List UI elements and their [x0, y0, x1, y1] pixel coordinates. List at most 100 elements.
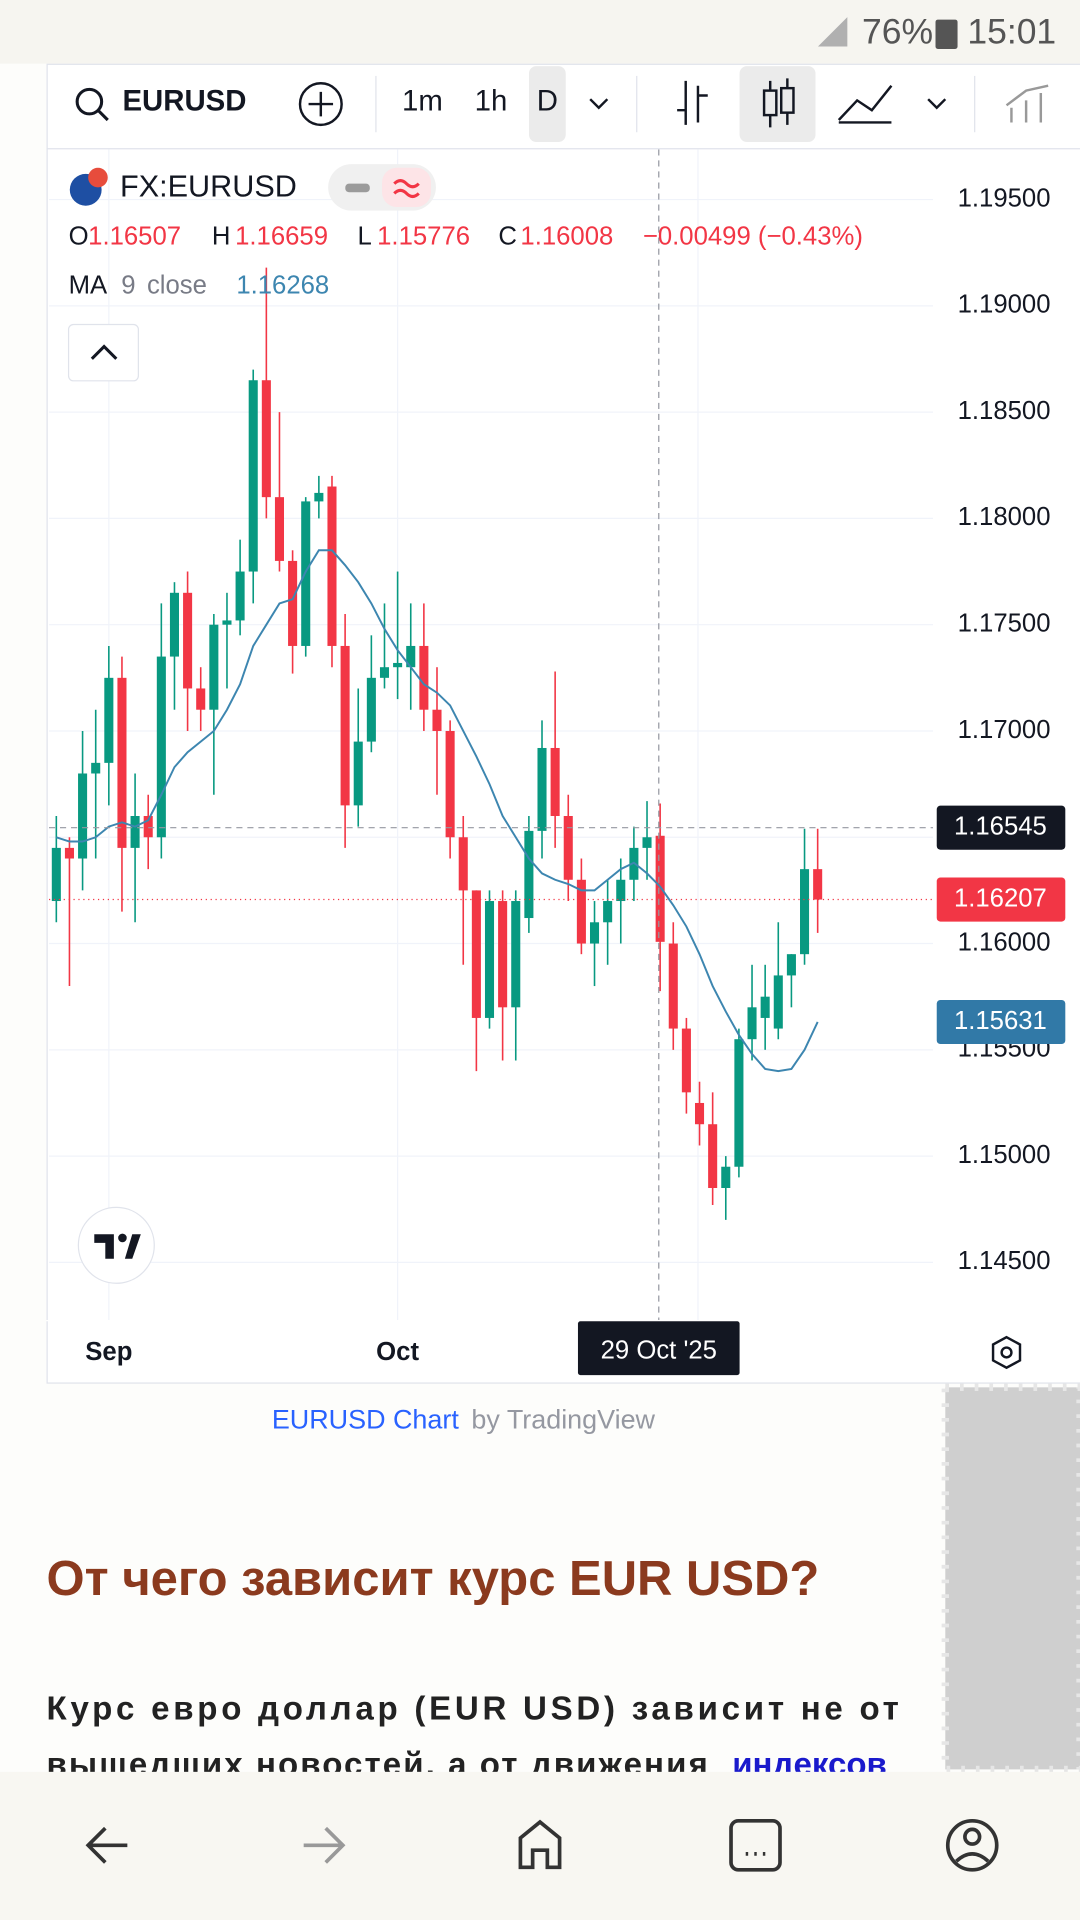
- candle-body: [603, 901, 613, 923]
- ohlc-value: 1.16659: [235, 222, 328, 250]
- candle-body: [209, 624, 219, 710]
- interval-dropdown[interactable]: [589, 98, 609, 110]
- style-dropdown[interactable]: [927, 98, 947, 110]
- ohlc-value: 1.16507: [88, 222, 181, 250]
- ohlc-key: L: [358, 222, 372, 250]
- axes: 1.145001.150001.155001.160001.165001.170…: [85, 184, 1066, 1376]
- forward-button[interactable]: [303, 1826, 346, 1864]
- candle-body: [340, 645, 350, 806]
- candle-body: [550, 747, 560, 817]
- y-tick-label: 1.15000: [958, 1141, 1051, 1169]
- candle-body: [655, 835, 665, 942]
- profile-button[interactable]: [945, 1818, 999, 1872]
- indicator-source: close: [147, 271, 207, 299]
- collapse-legend[interactable]: [67, 323, 139, 382]
- indicators-button[interactable]: [1005, 84, 1049, 123]
- article-heading: От чего зависит курс EUR USD?: [47, 1552, 820, 1606]
- symbol-search[interactable]: EURUSD: [122, 85, 246, 118]
- candle-body: [813, 869, 823, 900]
- interval-selected: [528, 66, 566, 143]
- candle-body: [130, 816, 140, 848]
- crosshair-price-tag: [936, 805, 1066, 850]
- settings-button[interactable]: [991, 1335, 1022, 1370]
- logo-mark: [94, 1234, 141, 1259]
- indicator-length: 9: [121, 271, 135, 299]
- y-tick-label: 1.18500: [958, 397, 1051, 425]
- battery-icon: [935, 19, 958, 49]
- y-tick-label: 1.19500: [958, 184, 1051, 212]
- candle-body: [694, 1102, 705, 1125]
- interval-button[interactable]: 1m: [402, 85, 443, 118]
- x-tick-label: Sep: [85, 1338, 132, 1366]
- side-pattern: [945, 1387, 1080, 1770]
- candle-body: [668, 943, 678, 1029]
- settings-icon: [1000, 1346, 1013, 1359]
- tabs-button[interactable]: [729, 1818, 782, 1872]
- tradingview-logo[interactable]: [77, 1206, 155, 1284]
- candle-body: [721, 1166, 731, 1188]
- chart-credit-link[interactable]: EURUSD Chart: [272, 1405, 460, 1435]
- compare-button[interactable]: [298, 82, 343, 127]
- candle-body: [104, 677, 114, 763]
- interval-button[interactable]: 1h: [475, 85, 508, 118]
- candle-body: [445, 730, 455, 838]
- candle-body: [511, 901, 521, 1008]
- y-tick-label: 1.19000: [958, 291, 1051, 319]
- search-icon-handle: [96, 109, 109, 122]
- candle-body: [353, 741, 363, 806]
- candle-body: [773, 975, 783, 1029]
- candle-body: [471, 890, 481, 1018]
- candle-body: [366, 677, 376, 742]
- candle-icon: [762, 89, 778, 117]
- ohlc-key: O: [69, 222, 89, 250]
- y-tick-label: 1.16000: [958, 928, 1051, 956]
- ohlc-key: C: [498, 222, 517, 250]
- candle-body: [800, 869, 810, 955]
- candle-body: [419, 645, 429, 710]
- bars-style-button[interactable]: [677, 80, 708, 125]
- ohlc-value: 1.16008: [520, 222, 613, 250]
- compare-plus: [308, 91, 334, 117]
- candle-body: [169, 592, 179, 657]
- home-button[interactable]: [518, 1819, 562, 1870]
- change-value: −0.00499 (−0.43%): [643, 222, 863, 250]
- candle-body: [589, 922, 600, 944]
- candle-body: [616, 879, 626, 902]
- candle-body: [786, 954, 796, 976]
- candle-body: [537, 747, 547, 831]
- candle-body: [432, 709, 442, 731]
- profile-icon: [963, 1827, 982, 1846]
- candle-body: [261, 380, 271, 498]
- candle-body: [248, 380, 258, 572]
- candle-body: [222, 620, 232, 625]
- candle-body: [484, 901, 495, 1018]
- back-button[interactable]: [85, 1826, 128, 1864]
- symbol-label: FX:EURUSD: [120, 170, 297, 204]
- candle-body: [91, 762, 101, 774]
- candle-body: [183, 592, 193, 689]
- article-text: Курс евро доллар (EUR USD) зависит не от: [47, 1690, 899, 1727]
- indicator-value: 1.16268: [236, 271, 329, 299]
- interval-button[interactable]: D: [537, 85, 558, 118]
- x-tick-label: Oct: [376, 1338, 419, 1366]
- ohlc-key: H: [212, 222, 231, 250]
- candle-body: [78, 773, 88, 859]
- area-style-button[interactable]: [837, 84, 893, 124]
- candle-body: [379, 667, 390, 678]
- candle-icon: [780, 86, 795, 114]
- indicator-name: MA: [69, 271, 108, 299]
- clock: 15:01: [967, 12, 1056, 52]
- crosshair-time-tag: [577, 1321, 740, 1376]
- candle-body: [406, 645, 416, 668]
- candle-body: [274, 497, 285, 561]
- candle-body: [642, 837, 652, 848]
- ma-price-tag: [936, 999, 1066, 1045]
- y-tick-label: 1.17500: [958, 609, 1051, 637]
- candle-body: [314, 492, 324, 502]
- ohlc-value: 1.15776: [377, 222, 470, 250]
- candle-body: [288, 560, 298, 646]
- search-icon[interactable]: [75, 87, 104, 116]
- candle-body: [524, 830, 534, 919]
- candle-body: [143, 816, 153, 838]
